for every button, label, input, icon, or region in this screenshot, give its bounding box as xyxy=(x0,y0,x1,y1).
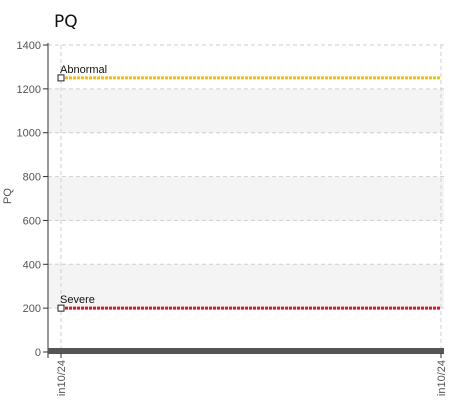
chart-title: PQ xyxy=(54,12,78,32)
y-tick-label: 1200 xyxy=(17,84,41,96)
abnormal-marker xyxy=(57,74,65,82)
y-axis-title: PQ xyxy=(2,188,14,204)
y-tick-label: 1000 xyxy=(17,128,41,140)
abnormal-label: Abnormal xyxy=(60,64,107,76)
severe-marker xyxy=(57,304,65,312)
threshold-lines: Abnormal Severe xyxy=(57,64,441,312)
y-tick-label: 800 xyxy=(23,172,41,184)
baseline-bar xyxy=(48,348,444,354)
severe-label: Severe xyxy=(60,294,95,306)
y-tick-label: 1400 xyxy=(17,40,41,52)
x-tick-label: in10/24 xyxy=(56,360,68,396)
x-axis-ticks: in10/24 in10/24 xyxy=(56,353,448,396)
alternating-bands xyxy=(48,88,444,309)
grid-band xyxy=(48,264,444,309)
grid-band xyxy=(48,88,444,133)
y-tick-label: 600 xyxy=(23,215,41,227)
y-tick-label: 0 xyxy=(35,347,41,359)
y-tick-label: 400 xyxy=(23,259,41,271)
grid-band xyxy=(48,176,444,221)
y-tick-label: 200 xyxy=(23,303,41,315)
x-tick-label: in10/24 xyxy=(436,360,448,396)
axes xyxy=(47,43,444,358)
y-axis-ticks: 0 200 400 600 800 1000 1200 1400 xyxy=(17,40,48,359)
